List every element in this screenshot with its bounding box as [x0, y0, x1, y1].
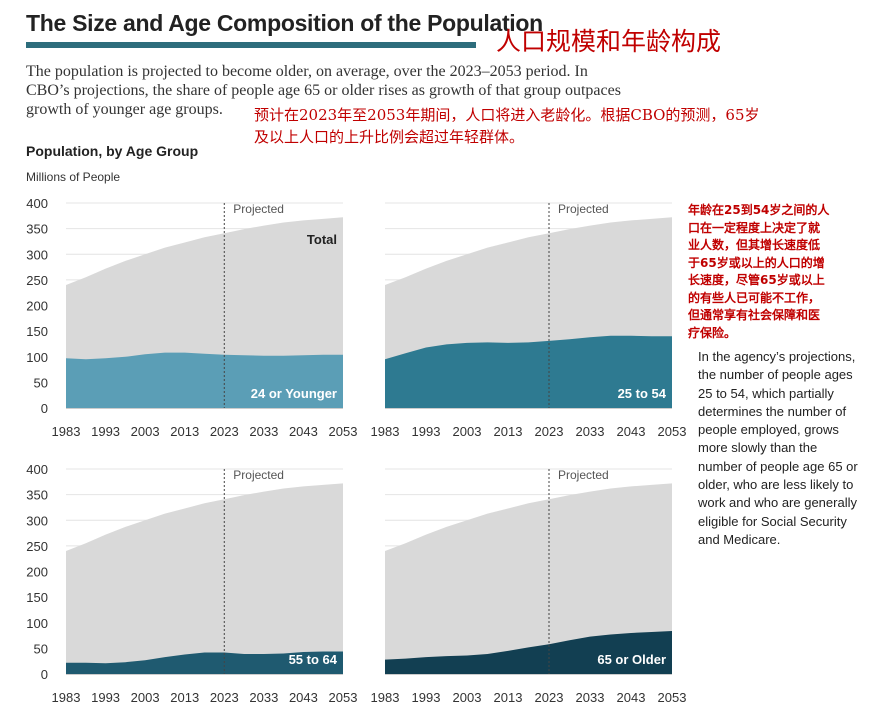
note-line: 25 to 54, which partially	[698, 385, 834, 401]
x-tick-label: 2043	[617, 690, 646, 705]
note-line: 年龄在25到54岁之间的人	[688, 203, 830, 217]
note-line: older, who are less likely to	[698, 477, 854, 493]
note-line: 的有些人已可能不工作，	[688, 290, 821, 305]
x-tick-label: 2023	[210, 424, 239, 439]
y-tick-label: 350	[26, 222, 48, 237]
x-tick-label: 2013	[170, 690, 199, 705]
y-tick-label: 200	[26, 565, 48, 580]
chinese-intro-line: 及以上人口的上升比例会超过年轻群体。	[254, 128, 525, 146]
intro-line: CBO’s projections, the share of people a…	[26, 82, 621, 99]
chinese-sidebar-note: 年龄在25到54岁之间的人 口在一定程度上决定了就 业人数，但其增长速度低 于6…	[688, 202, 850, 342]
age-group-area	[66, 352, 343, 408]
chinese-title: 人口规模和年龄构成	[496, 27, 722, 56]
x-tick-label: 2043	[617, 424, 646, 439]
x-tick-label: 2023	[535, 424, 564, 439]
series-label: 65 or Older	[597, 652, 666, 667]
y-tick-label: 150	[26, 324, 48, 339]
x-tick-label: 1983	[52, 424, 81, 439]
total-population-area	[66, 483, 343, 674]
y-tick-label: 0	[41, 667, 48, 682]
note-line: work and who are generally	[698, 495, 857, 511]
y-tick-label: 250	[26, 273, 48, 288]
series-label: 24 or Younger	[251, 386, 337, 401]
y-tick-label: 400	[26, 196, 48, 211]
note-line: In the agency’s projections,	[698, 349, 856, 364]
x-tick-label: 2053	[329, 424, 358, 439]
x-tick-label: 2033	[249, 424, 278, 439]
note-line: determines the number of	[698, 403, 847, 419]
title-underline	[26, 42, 476, 48]
note-line: 于65岁或以上的人口的增	[688, 255, 825, 270]
x-tick-label: 1993	[91, 424, 120, 439]
projected-label: Projected	[558, 202, 609, 216]
x-tick-label: 2003	[131, 424, 160, 439]
x-tick-label: 2003	[453, 690, 482, 705]
projected-label: Projected	[233, 468, 284, 482]
total-series-label: Total	[307, 232, 337, 247]
y-tick-label: 50	[34, 641, 48, 656]
age-group-area	[385, 335, 672, 408]
note-line: number of people age 65 or	[698, 458, 858, 474]
age-group-area	[385, 631, 672, 674]
total-population-area	[385, 483, 672, 674]
y-tick-label: 0	[41, 401, 48, 416]
note-line: 口在一定程度上决定了就	[688, 220, 821, 235]
y-tick-label: 100	[26, 350, 48, 365]
note-line: 疗保险。	[688, 325, 737, 340]
x-tick-label: 2033	[249, 690, 278, 705]
intro-line: The population is projected to become ol…	[26, 63, 588, 80]
note-line: and Medicare.	[698, 531, 781, 547]
figure-title: Population, by Age Group	[26, 143, 199, 159]
x-tick-label: 1983	[371, 690, 400, 705]
note-line: the number of people ages	[698, 367, 853, 383]
y-tick-label: 300	[26, 247, 48, 262]
series-label: 25 to 54	[618, 386, 667, 401]
note-line: more slowly than the	[698, 440, 818, 456]
x-tick-label: 1993	[91, 690, 120, 705]
chinese-intro: 预计在2023年至2053年期间，人口将进入老龄化。根据CBO的预测，65岁 及…	[254, 104, 854, 148]
chinese-intro-line: 预计在2023年至2053年期间，人口将进入老龄化。根据CBO的预测，65岁	[254, 106, 760, 124]
y-tick-label: 150	[26, 590, 48, 605]
x-tick-label: 2023	[535, 690, 564, 705]
page-title: The Size and Age Composition of the Popu…	[26, 10, 543, 36]
projected-label: Projected	[558, 468, 609, 482]
series-label: 55 to 64	[289, 652, 338, 667]
x-tick-label: 2053	[658, 424, 687, 439]
y-tick-label: 50	[34, 375, 48, 390]
x-tick-label: 2023	[210, 690, 239, 705]
x-tick-label: 1993	[412, 690, 441, 705]
x-tick-label: 2033	[576, 690, 605, 705]
units-label: Millions of People	[26, 170, 121, 184]
y-tick-label: 100	[26, 616, 48, 631]
x-tick-label: 2003	[131, 690, 160, 705]
y-tick-label: 250	[26, 539, 48, 554]
projected-label: Projected	[233, 202, 284, 216]
x-tick-label: 1993	[412, 424, 441, 439]
x-tick-label: 2013	[170, 424, 199, 439]
intro-paragraph: The population is projected to become ol…	[26, 62, 676, 119]
x-tick-label: 2053	[658, 690, 687, 705]
y-tick-label: 300	[26, 513, 48, 528]
note-line: 但通常享有社会保障和医	[688, 308, 821, 322]
x-tick-label: 2043	[289, 690, 318, 705]
note-line: 业人数，但其增长速度低	[688, 238, 821, 252]
x-tick-label: 2003	[453, 424, 482, 439]
y-tick-label: 400	[26, 462, 48, 477]
x-tick-label: 1983	[371, 424, 400, 439]
age-group-area	[66, 651, 343, 674]
note-line: eligible for Social Security	[698, 513, 847, 529]
intro-line: growth of younger age groups.	[26, 101, 223, 118]
x-tick-label: 2013	[494, 690, 523, 705]
note-line: 长速度，尽管65岁或以上	[688, 273, 825, 287]
x-tick-label: 2013	[494, 424, 523, 439]
note-line: people employed, grows	[698, 422, 839, 438]
x-tick-label: 2033	[576, 424, 605, 439]
x-tick-label: 2043	[289, 424, 318, 439]
y-tick-label: 350	[26, 488, 48, 503]
y-tick-label: 200	[26, 299, 48, 314]
x-tick-label: 2053	[329, 690, 358, 705]
sidebar-note: In the agency’s projections, the number …	[698, 348, 868, 549]
x-tick-label: 1983	[52, 690, 81, 705]
